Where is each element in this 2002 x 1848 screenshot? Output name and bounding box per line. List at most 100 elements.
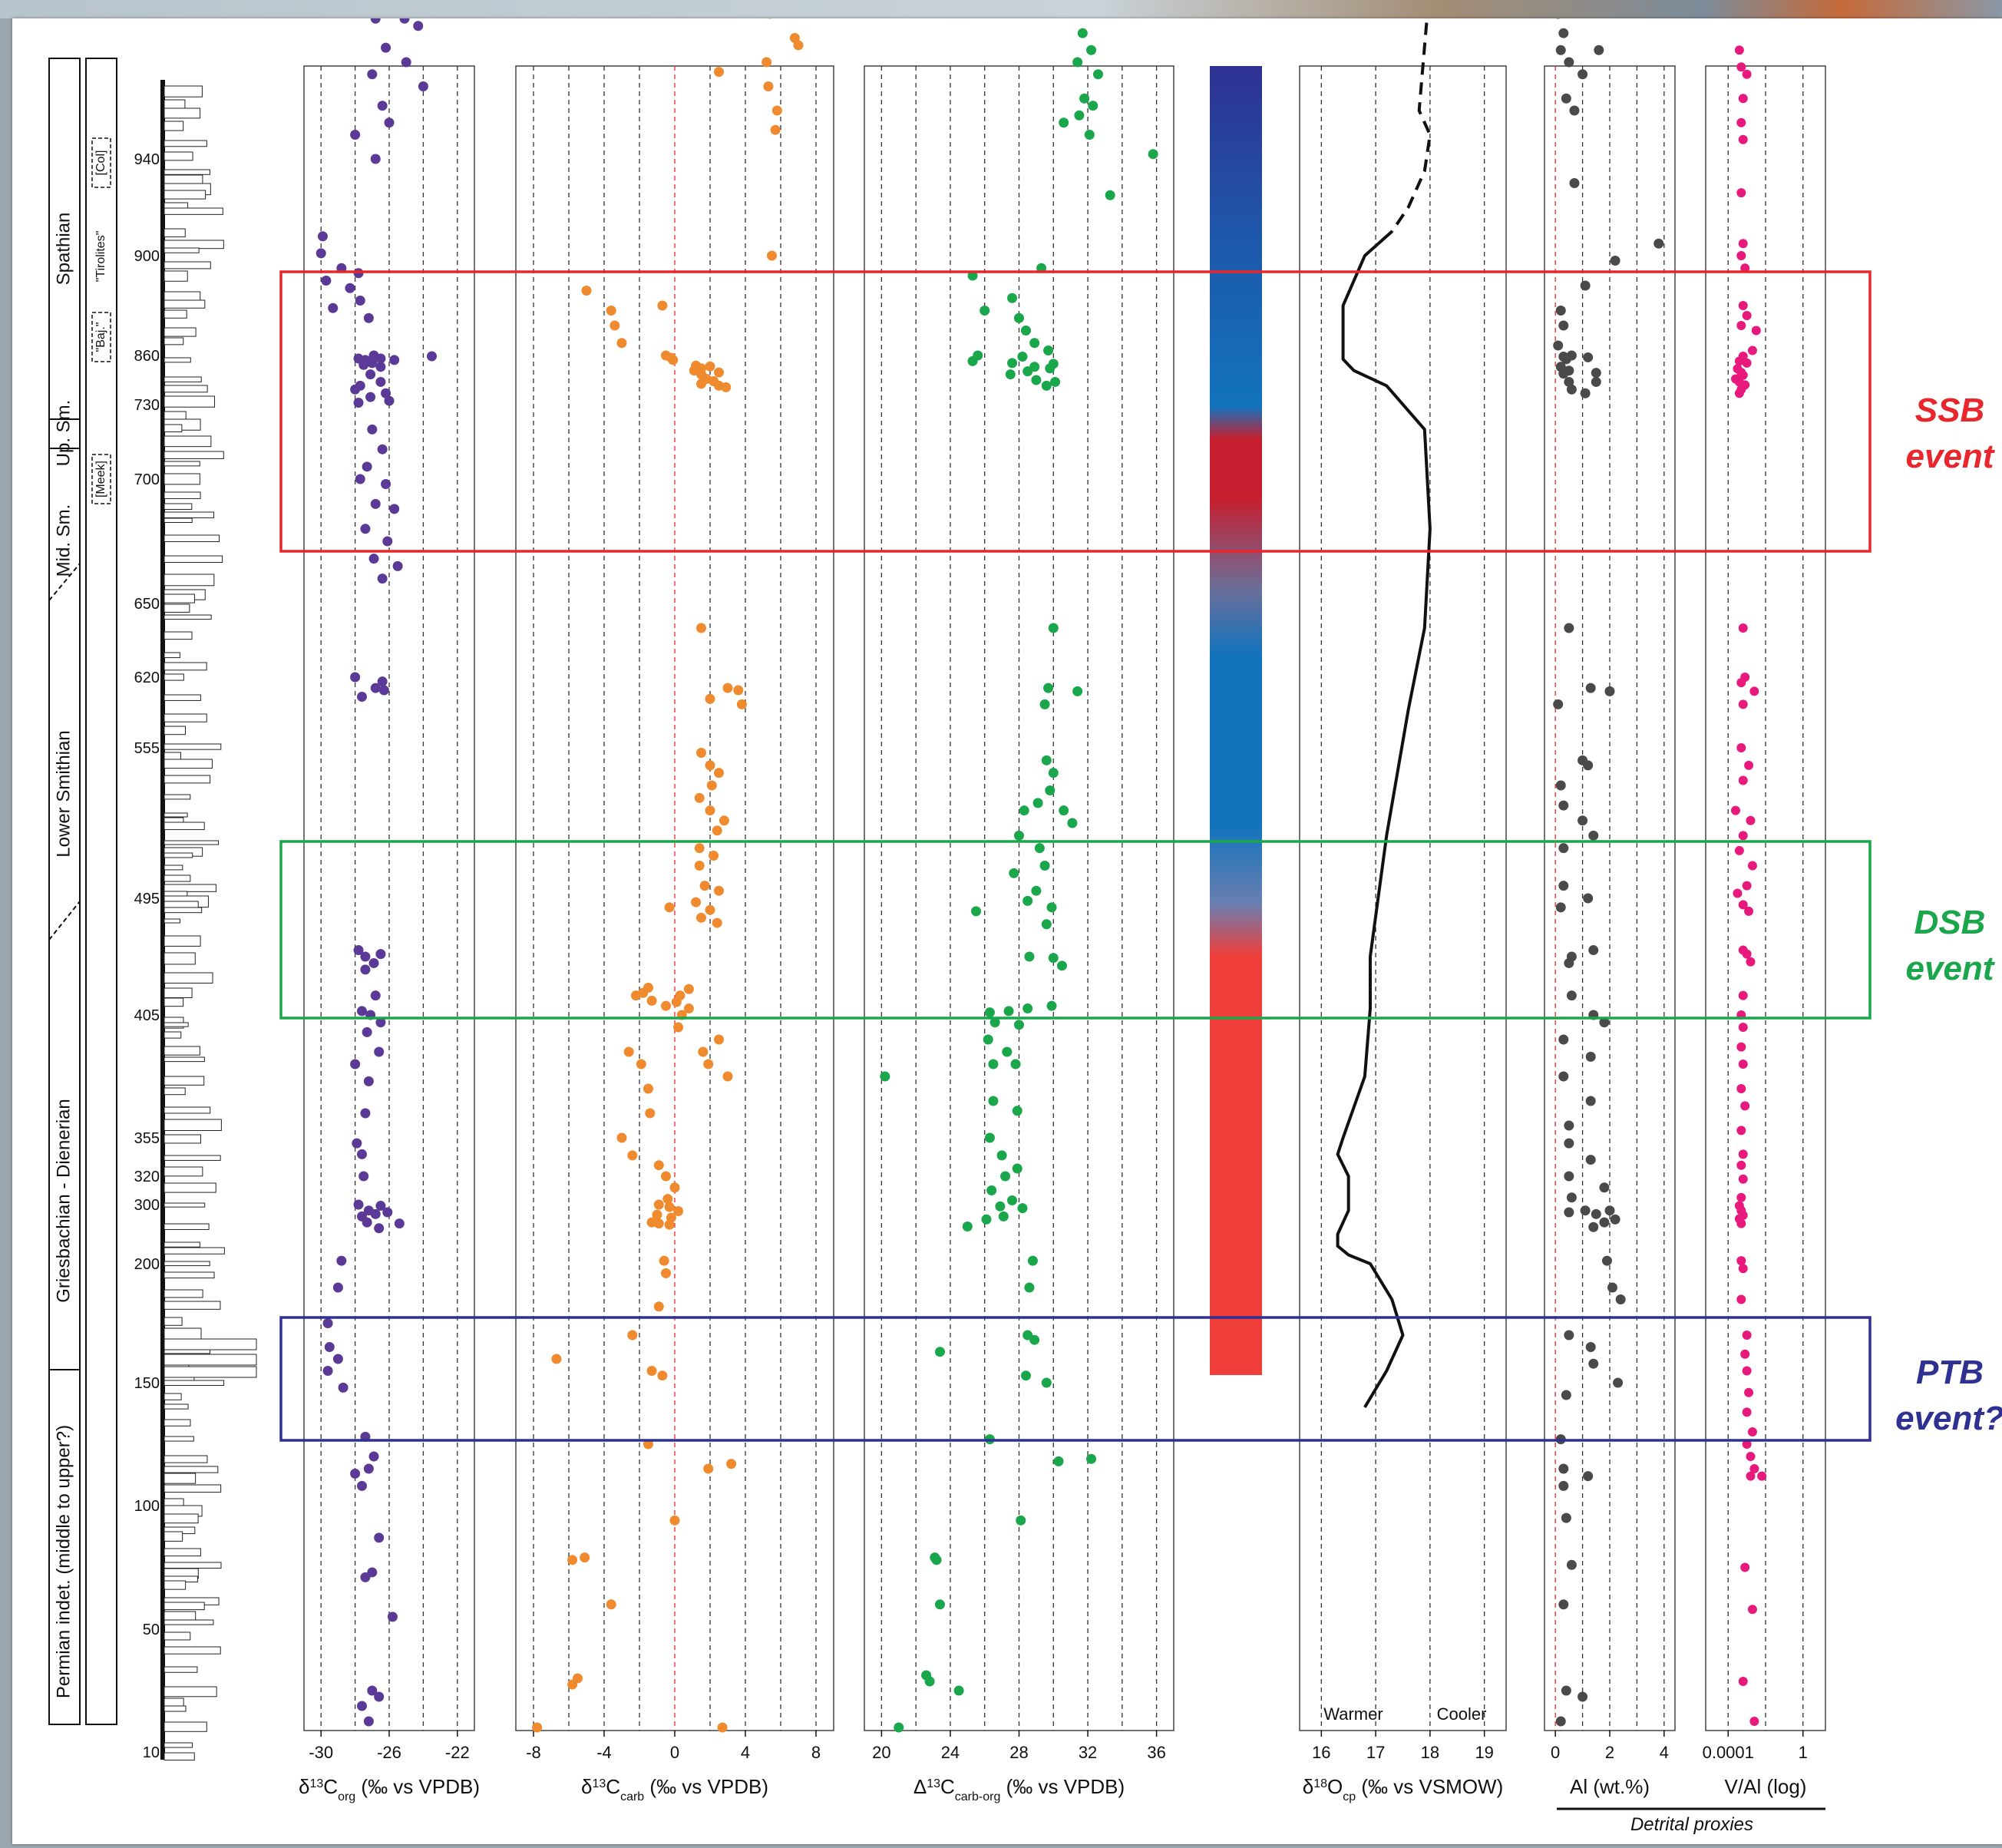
data-point: [356, 1006, 367, 1017]
data-point: [1610, 256, 1620, 266]
data-point: [1014, 830, 1024, 841]
tick-label: -4: [596, 1743, 612, 1762]
log-bed: [164, 1548, 201, 1557]
data-point: [355, 474, 365, 484]
data-point: [1564, 376, 1574, 387]
data-point: [382, 1207, 393, 1218]
data-point: [1736, 1160, 1746, 1170]
height-tick-label: 900: [134, 248, 160, 265]
data-point: [1086, 45, 1097, 55]
data-point: [1031, 885, 1042, 896]
event-boxes: SSB event DSB event PTB event?: [279, 270, 2002, 1442]
data-point: [353, 945, 364, 956]
data-point: [1738, 1023, 1748, 1032]
data-point: [694, 843, 705, 854]
data-point: [1553, 8, 1564, 19]
data-point: [365, 392, 376, 402]
log-bed: [164, 952, 196, 965]
tick-label: 24: [941, 1743, 960, 1762]
data-point: [581, 286, 592, 296]
log-bed: [164, 140, 207, 147]
data-point: [657, 1370, 668, 1381]
data-point: [661, 1268, 671, 1278]
data-point: [652, 1209, 662, 1220]
tick-label: 0.0001: [1703, 1743, 1754, 1762]
data-point: [1738, 94, 1748, 104]
data-point: [1736, 117, 1746, 127]
data-point: [984, 1132, 995, 1143]
tick-label: 18: [1421, 1743, 1439, 1762]
data-point: [392, 560, 403, 571]
log-bed: [164, 1022, 189, 1027]
data-point: [387, 1612, 398, 1622]
log-bed: [164, 840, 220, 845]
data-point: [374, 1223, 385, 1234]
data-point: [1736, 1294, 1746, 1304]
log-bed: [164, 987, 193, 999]
data-point: [653, 1301, 664, 1312]
log-bed: [164, 603, 190, 613]
data-point: [394, 1218, 405, 1229]
data-point: [616, 338, 627, 349]
log-bed: [164, 574, 215, 587]
height-tick-label: 860: [134, 348, 160, 365]
log-bed: [164, 1289, 203, 1298]
data-point: [1738, 623, 1748, 633]
data-point: [1734, 388, 1744, 398]
data-point: [1056, 960, 1067, 971]
data-point: [1746, 957, 1756, 967]
axis-title: δ13Corg (‰ vs VPDB): [299, 1775, 480, 1803]
data-point: [1561, 1512, 1571, 1523]
data-point: [367, 69, 378, 80]
axis-title: δ13Ccarb (‰ vs VPDB): [581, 1775, 768, 1803]
data-point: [763, 81, 774, 91]
data-point: [1580, 388, 1591, 398]
data-point: [328, 302, 339, 313]
data-point: [1019, 805, 1029, 816]
data-point: [880, 1071, 890, 1082]
data-point: [367, 424, 378, 435]
data-point: [377, 444, 388, 455]
log-bed: [164, 1705, 187, 1712]
data-point: [350, 384, 361, 395]
data-point: [1010, 1059, 1021, 1069]
data-point: [1558, 320, 1569, 331]
data-point: [1583, 352, 1594, 362]
data-point: [375, 1201, 386, 1212]
data-point: [1555, 1716, 1566, 1727]
data-point: [532, 1722, 543, 1733]
axis-title-part: O: [1327, 1775, 1343, 1798]
data-point: [646, 995, 657, 1006]
data-point: [1566, 1192, 1577, 1203]
data-point: [1740, 1101, 1750, 1111]
data-point: [374, 1046, 385, 1057]
data-point: [377, 101, 388, 111]
data-point: [1742, 311, 1752, 320]
data-point: [1757, 1471, 1767, 1481]
data-point: [1580, 1205, 1591, 1216]
log-bed: [164, 652, 180, 659]
data-point: [661, 1171, 671, 1182]
data-point: [1736, 678, 1746, 688]
annotation-cooler: Cooler: [1437, 1704, 1487, 1724]
data-point: [793, 40, 804, 51]
data-point: [1744, 906, 1754, 916]
data-point: [1583, 1471, 1594, 1482]
data-point: [935, 1599, 946, 1610]
event-label-line2: event: [1906, 438, 1996, 475]
data-point: [377, 676, 388, 687]
data-point: [1733, 888, 1743, 898]
log-bed: [164, 534, 220, 543]
data-point: [360, 1572, 371, 1582]
data-point: [363, 1076, 374, 1086]
data-point: [669, 1515, 680, 1526]
data-point: [350, 1059, 361, 1069]
tick-label: 0: [670, 1743, 679, 1762]
log-bed: [164, 1134, 202, 1144]
data-point: [360, 1108, 371, 1119]
data-point: [1601, 1255, 1612, 1266]
data-point: [1027, 1255, 1038, 1266]
log-bed: [164, 1436, 194, 1442]
data-point: [399, 13, 410, 24]
